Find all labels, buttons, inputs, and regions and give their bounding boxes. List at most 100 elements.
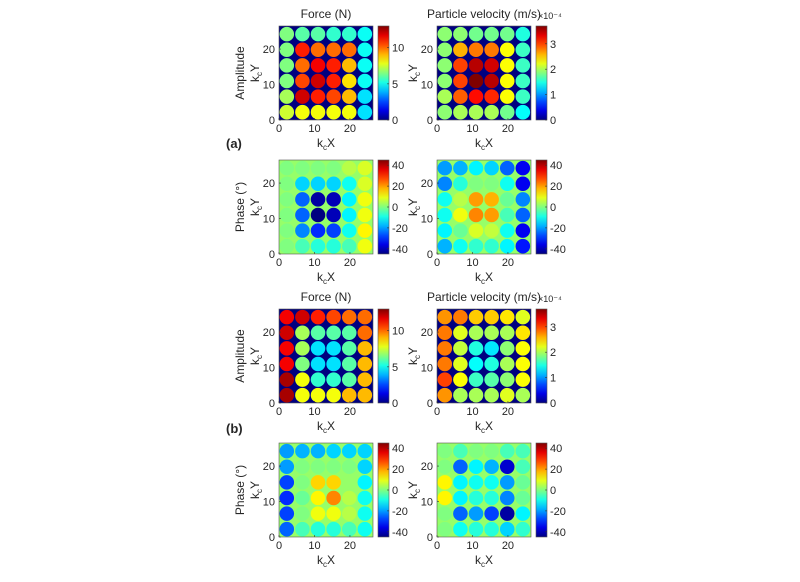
heatmap-cell (515, 176, 531, 192)
heatmap-cell (468, 176, 484, 192)
plot-frame (278, 25, 374, 121)
heatmap-cell (484, 73, 499, 89)
colorbar-tick-label: 0 (550, 115, 556, 127)
heatmap-cell (357, 73, 373, 89)
heatmap-cell (357, 207, 373, 223)
colorbar (535, 25, 548, 121)
y-tick-label: 0 (427, 532, 433, 544)
heatmap-cell (468, 490, 484, 506)
heatmap-cell (499, 42, 515, 58)
heatmap-cell (357, 89, 373, 104)
colorbar-tick-label: 1 (550, 373, 556, 385)
x-tick-label: 10 (308, 540, 320, 552)
heatmap-cell (279, 356, 295, 372)
x-tick-label: 20 (502, 257, 514, 269)
heatmap-cell (357, 341, 373, 356)
heatmap-cell (341, 160, 357, 176)
chart-title: Particle velocity (m/s) (427, 290, 541, 304)
x-axis-label: kcX (475, 553, 493, 569)
heatmap-cell (357, 223, 373, 238)
heatmap-cell (341, 387, 357, 403)
heatmap-cell (484, 104, 499, 120)
heatmap-cell (341, 89, 357, 104)
colorbar (377, 308, 390, 404)
heatmap-cell (295, 176, 310, 192)
heatmap-cell (310, 387, 326, 403)
colorbar-tick-label: -20 (550, 223, 566, 235)
heatmap-cell (515, 490, 531, 506)
heatmap-cell (326, 26, 341, 42)
heatmap-cell (279, 104, 295, 120)
heatmap-cell (279, 26, 295, 42)
heatmap-cell (515, 506, 531, 521)
colorbar-tick-label: 0 (550, 485, 556, 497)
heatmap-cell (310, 238, 326, 254)
heatmap-cell (437, 356, 453, 372)
heatmap-cell (468, 459, 484, 475)
colorbar-tick-label: 40 (392, 443, 404, 455)
heatmap-cell (499, 521, 515, 537)
heatmap-cell (279, 521, 295, 537)
colorbar-tick-label: 2 (550, 64, 556, 76)
heatmap-cell (515, 309, 531, 325)
heatmap-cell (437, 73, 453, 89)
heatmap-cell (279, 506, 295, 521)
heatmap-cell (295, 521, 310, 537)
heatmap-cell (468, 104, 484, 120)
heatmap-cell (499, 58, 515, 73)
heatmap-cell (326, 176, 341, 192)
heatmap-cell (357, 160, 373, 176)
heatmap-cell (499, 309, 515, 325)
heatmap-cell (326, 387, 341, 403)
heatmap-cell (326, 89, 341, 104)
heatmap-cell (453, 26, 468, 42)
heatmap-cell (310, 459, 326, 475)
heatmap-cell (279, 325, 295, 341)
colorbar-tick-label: 0 (392, 202, 398, 214)
heatmap-cell (341, 26, 357, 42)
heatmap-cell (468, 521, 484, 537)
heatmap-cell (326, 475, 341, 490)
heatmap-cell (515, 26, 531, 42)
heatmap-cell (341, 325, 357, 341)
heatmap-cell (326, 192, 341, 207)
heatmap-cell (357, 309, 373, 325)
heatmap-cell (484, 160, 499, 176)
colorbar-tick-label: 40 (550, 160, 562, 172)
colorbar-tick-label: 0 (550, 398, 556, 410)
heatmap-cell (453, 475, 468, 490)
heatmap-panel: 0 10 20 0 10 20 kcX kcY Particle velocity (m/s) 0… (406, 7, 562, 152)
x-axis-label: kcX (317, 136, 335, 152)
heatmap-cell (310, 341, 326, 356)
heatmap-cell (515, 372, 531, 387)
heatmap-cell (326, 73, 341, 89)
heatmap-cell (515, 459, 531, 475)
heatmap-cell (453, 356, 468, 372)
heatmap-cell (341, 521, 357, 537)
colorbar-tick-label: -40 (392, 527, 408, 539)
y-tick-label: 10 (421, 497, 433, 509)
plot-frame (278, 159, 374, 255)
heatmap-cell (437, 475, 453, 490)
heatmap-cell (357, 42, 373, 58)
colorbar (535, 308, 548, 404)
heatmap-cell (437, 192, 453, 207)
heatmap-cell (341, 372, 357, 387)
heatmap-cell (295, 160, 310, 176)
x-axis-label: kcX (475, 270, 493, 286)
heatmap-cell (295, 475, 310, 490)
heatmap-cell (499, 73, 515, 89)
heatmap-cell (484, 490, 499, 506)
heatmap-cell (515, 223, 531, 238)
heatmap-cell (468, 341, 484, 356)
heatmap-cell (279, 73, 295, 89)
x-tick-label: 20 (344, 406, 356, 418)
y-tick-label: 0 (427, 398, 433, 410)
heatmap-cell (437, 176, 453, 192)
heatmap-cell (279, 490, 295, 506)
heatmap-cell (484, 387, 499, 403)
heatmap-cell (310, 176, 326, 192)
heatmap-cell (453, 207, 468, 223)
